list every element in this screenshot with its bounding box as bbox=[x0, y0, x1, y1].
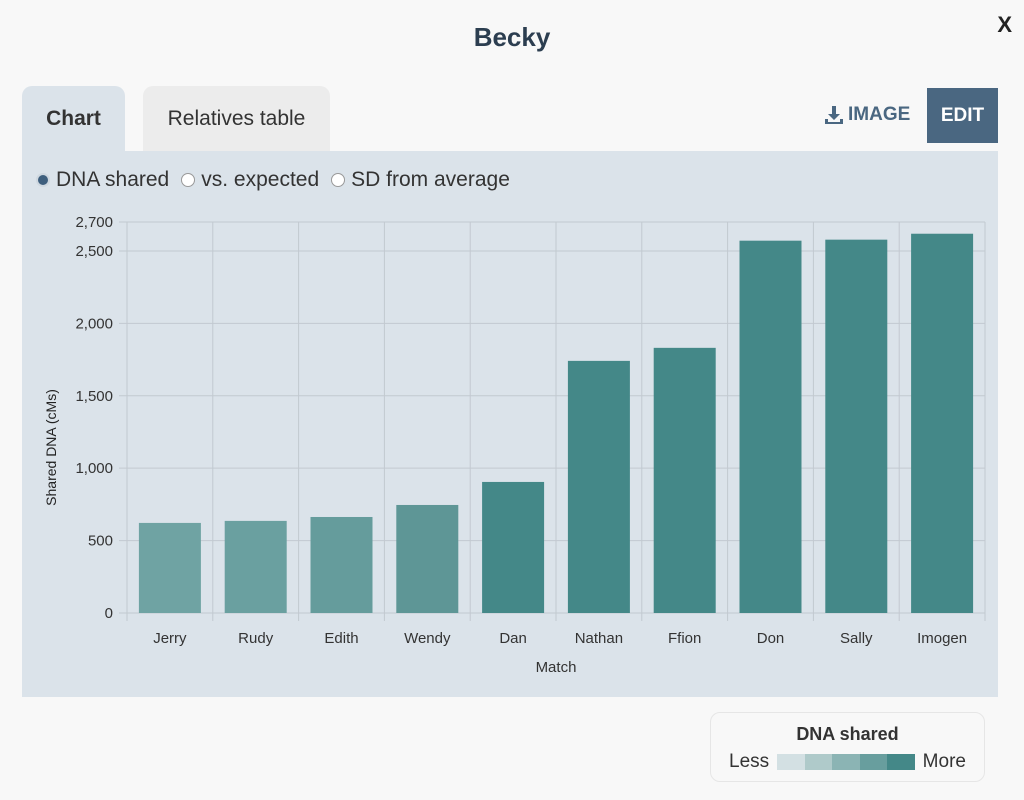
image-button-label: IMAGE bbox=[848, 104, 911, 125]
x-tick-label: Jerry bbox=[153, 630, 187, 647]
y-tick-label: 500 bbox=[88, 533, 113, 550]
legend-more: More bbox=[922, 751, 966, 772]
legend-swatch bbox=[804, 754, 833, 770]
radio-dot[interactable] bbox=[36, 173, 50, 187]
radio-label: vs. expected bbox=[201, 168, 320, 191]
x-tick-label: Dan bbox=[499, 630, 527, 647]
y-tick-label: 1,500 bbox=[75, 388, 113, 405]
x-tick-label: Edith bbox=[324, 630, 358, 647]
x-tick-label: Imogen bbox=[917, 630, 967, 647]
x-tick-label: Wendy bbox=[404, 630, 451, 647]
close-button[interactable]: X bbox=[997, 12, 1012, 37]
bar-imogen bbox=[911, 233, 974, 614]
radio-label: DNA shared bbox=[56, 168, 170, 191]
bar-don bbox=[739, 240, 802, 614]
tab-chart[interactable]: Chart bbox=[22, 86, 125, 151]
legend-swatches bbox=[777, 754, 915, 770]
y-tick-label: 0 bbox=[105, 605, 113, 622]
bar-wendy bbox=[396, 504, 459, 613]
download-icon bbox=[825, 106, 843, 124]
y-tick-label: 2,500 bbox=[75, 243, 113, 260]
tab-relatives-table[interactable]: Relatives table bbox=[143, 86, 330, 151]
radio-dot[interactable] bbox=[181, 173, 196, 187]
bar-dan bbox=[482, 481, 545, 613]
x-axis-label: Match bbox=[536, 659, 577, 676]
image-download-button[interactable]: IMAGE bbox=[824, 104, 910, 126]
legend-title: DNA shared bbox=[796, 724, 899, 744]
bar-jerry bbox=[138, 522, 201, 613]
x-tick-label: Nathan bbox=[575, 630, 623, 647]
x-tick-label: Sally bbox=[840, 630, 873, 647]
bar-rudy bbox=[224, 520, 287, 613]
legend-swatch bbox=[777, 754, 805, 770]
radio-vs-expected[interactable]: vs. expected bbox=[181, 168, 319, 192]
color-legend: DNA shared Less More bbox=[710, 712, 985, 782]
y-tick-label: 2,000 bbox=[75, 315, 113, 332]
radio-sd-from-average[interactable]: SD from average bbox=[331, 168, 510, 192]
legend-swatch bbox=[832, 754, 860, 770]
radio-dot[interactable] bbox=[331, 173, 346, 187]
metric-radio-group: DNA shared vs. expected SD from average bbox=[36, 168, 510, 192]
legend-swatch bbox=[859, 754, 888, 770]
y-tick-label: 1,000 bbox=[75, 460, 113, 477]
x-tick-label: Rudy bbox=[238, 630, 274, 647]
radio-label: SD from average bbox=[351, 168, 510, 191]
edit-button[interactable]: EDIT bbox=[927, 88, 998, 143]
radio-dna-shared[interactable]: DNA shared bbox=[36, 168, 169, 192]
bar-ffion bbox=[653, 347, 716, 613]
x-tick-label: Ffion bbox=[668, 630, 701, 647]
y-axis-label: Shared DNA (cMs) bbox=[43, 389, 59, 506]
bar-nathan bbox=[567, 360, 630, 613]
legend-swatch bbox=[887, 754, 915, 770]
page-title: Becky bbox=[473, 22, 551, 52]
x-tick-label: Don bbox=[757, 630, 785, 647]
legend-less: Less bbox=[729, 751, 770, 772]
bar-sally bbox=[825, 239, 888, 613]
bar-edith bbox=[310, 516, 373, 613]
y-tick-label: 2,700 bbox=[75, 214, 113, 231]
